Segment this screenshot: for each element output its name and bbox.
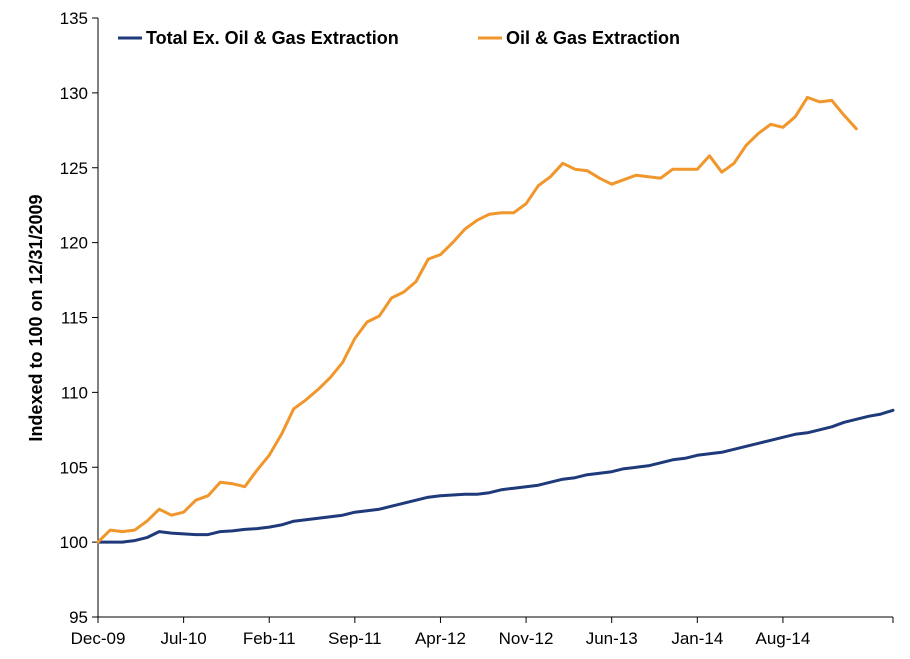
y-tick-label: 100 <box>60 533 88 552</box>
y-axis-ticks: 95 100 105 110 115 120 125 130 135 <box>60 9 98 627</box>
series-line-1 <box>96 408 895 544</box>
x-tick-label: Feb-11 <box>243 629 296 648</box>
y-tick-label: 125 <box>60 159 88 178</box>
y-tick-label: 115 <box>61 309 88 328</box>
legend-label-2: Oil & Gas Extraction <box>506 28 680 48</box>
x-tick-label: Aug-14 <box>756 629 811 648</box>
y-tick-label: 130 <box>60 84 88 103</box>
legend-label-1: Total Ex. Oil & Gas Extraction <box>146 28 399 48</box>
legend: Total Ex. Oil & Gas Extraction Oil & Gas … <box>118 28 680 48</box>
x-tick-label: Nov-12 <box>499 629 554 648</box>
y-tick-label: 95 <box>69 608 88 627</box>
x-tick-label: Jan-14 <box>671 629 723 648</box>
y-tick-label: 120 <box>60 234 88 253</box>
x-tick-label: Jul-10 <box>160 629 206 648</box>
x-tick-label: Apr-12 <box>415 629 466 648</box>
y-tick-label: 105 <box>60 458 88 477</box>
series-line-2 <box>96 95 858 544</box>
x-axis-ticks: Dec-09 Jul-10 Feb-11 Sep-11 Apr-12 Nov-12 Jun-… <box>71 617 894 648</box>
series-layer <box>96 95 895 544</box>
y-tick-label: 135 <box>60 9 88 28</box>
y-tick-label: 110 <box>61 383 88 402</box>
y-axis-title: Indexed to 100 on 12/31/2009 <box>26 194 46 441</box>
x-tick-label: Sep-11 <box>328 629 382 648</box>
x-tick-label: Dec-09 <box>71 629 126 648</box>
x-tick-label: Jun-13 <box>586 629 638 648</box>
